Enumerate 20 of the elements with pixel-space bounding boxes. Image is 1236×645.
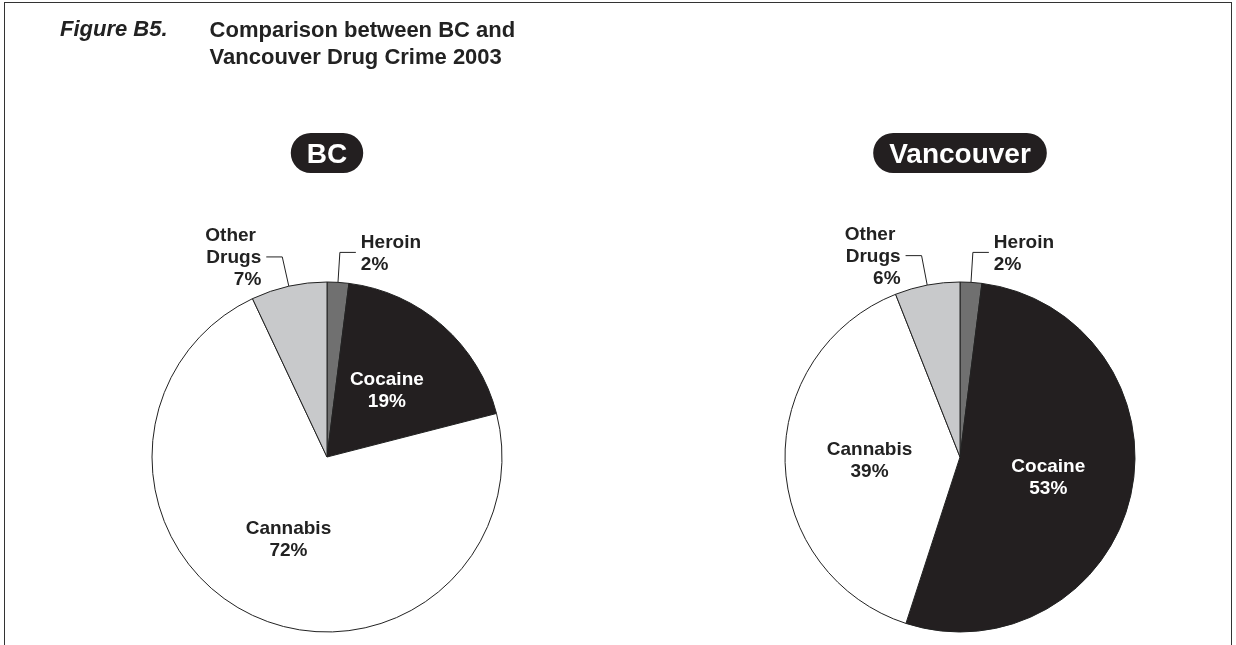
data-label: 2% <box>993 252 1022 274</box>
data-label: 72% <box>269 539 308 561</box>
chart-title: Vancouver <box>889 137 1031 169</box>
slice-label: Other Drugs <box>844 223 901 267</box>
slice-label: Cocaine <box>1011 455 1086 477</box>
slice-label: Heroin <box>993 230 1055 252</box>
text: Comparison between BC and Vancouver Drug Crime 2003 <box>209 16 517 70</box>
data-label: 19% <box>367 389 406 411</box>
data-label: 7% <box>233 268 262 290</box>
slice-label: Other Drugs <box>205 224 262 268</box>
slice-label: Heroin <box>360 230 422 252</box>
data-label: 6% <box>873 267 901 289</box>
slice-label: Cannabis <box>826 438 913 460</box>
data-label: 39% <box>850 460 889 482</box>
slice-label: Cocaine <box>349 367 424 389</box>
data-label: 53% <box>1029 477 1068 499</box>
slice-label: Cannabis <box>245 517 332 539</box>
chart-title: BC <box>306 137 348 169</box>
data-label: 2% <box>360 252 389 274</box>
caption: Figure B5. <box>60 16 168 43</box>
